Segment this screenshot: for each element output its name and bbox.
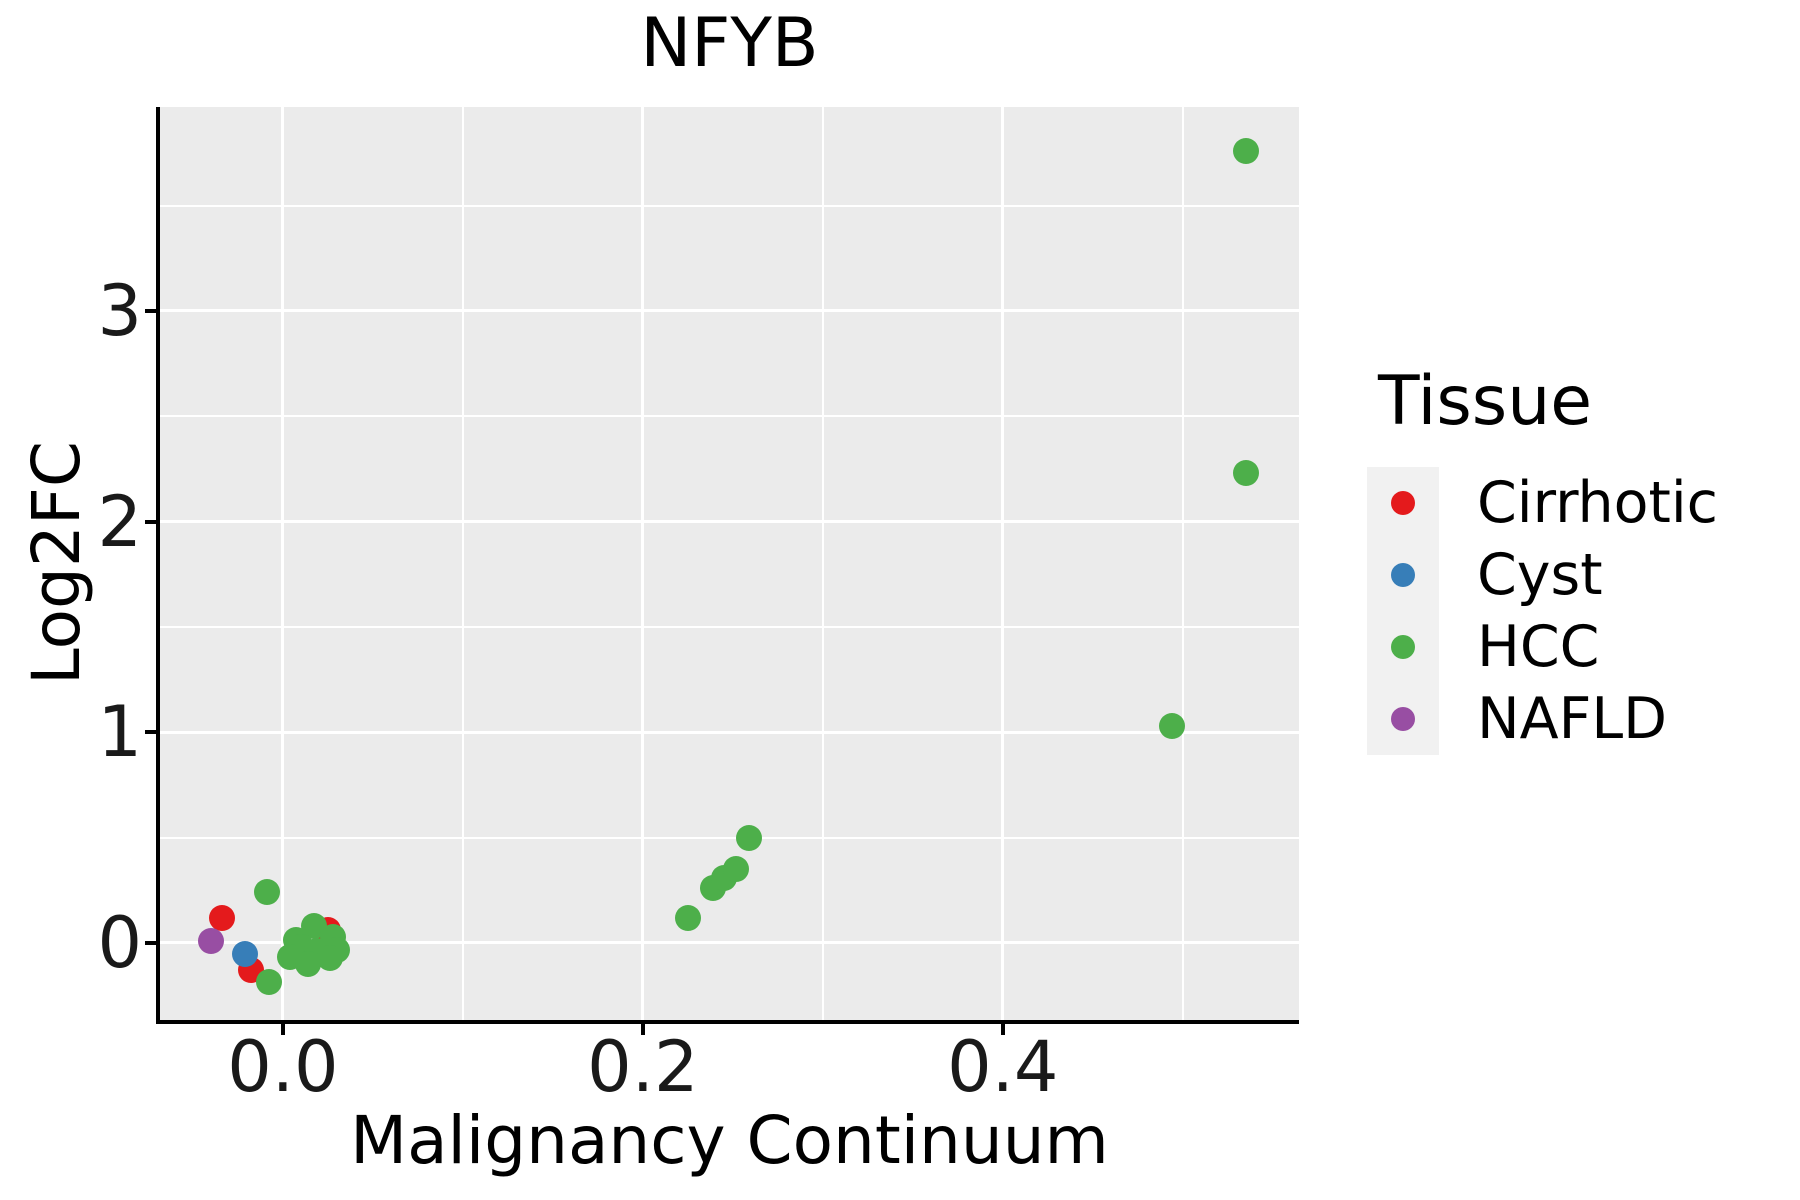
data-point-hcc (316, 944, 343, 971)
gridline-x-major (641, 107, 645, 1020)
y-axis-title: Log2FC (18, 441, 95, 685)
data-point-nafld (197, 927, 224, 954)
x-axis-title: Malignancy Continuum (350, 1102, 1109, 1179)
data-point-hcc (1232, 460, 1259, 487)
gridline-x-major (281, 107, 285, 1020)
y-axis-spine (156, 107, 160, 1024)
y-tick-label: 1 (97, 691, 142, 774)
data-point-hcc (255, 968, 282, 995)
data-point-hcc (723, 856, 750, 883)
x-tick (1000, 1024, 1005, 1035)
legend-row-hcc: HCC (1367, 611, 1797, 683)
gridline-y-major (160, 520, 1299, 524)
legend-dot-nafld (1391, 707, 1415, 731)
legend-label: Cyst (1477, 542, 1603, 608)
gridline-y-major (160, 730, 1299, 734)
data-point-hcc (1232, 137, 1259, 164)
legend-label: NAFLD (1477, 686, 1668, 752)
chart-title: NFYB (640, 4, 819, 83)
y-tick (145, 940, 156, 945)
x-tick-label: 0.0 (227, 1026, 339, 1108)
gridline-x-minor (461, 107, 464, 1020)
gridline-x-major (1001, 107, 1005, 1020)
y-tick-label: 3 (97, 269, 142, 352)
gridline-x-minor (1181, 107, 1184, 1020)
data-point-cyst (232, 941, 259, 968)
gridline-x-minor (821, 107, 824, 1020)
gridline-y-major (160, 941, 1299, 945)
legend-title: Tissue (1378, 362, 1593, 441)
data-point-hcc (736, 824, 763, 851)
y-tick (145, 730, 156, 735)
legend-label: Cirrhotic (1477, 470, 1719, 536)
legend-label: HCC (1477, 614, 1600, 680)
gridline-y-major (160, 309, 1299, 313)
data-point-cirrhotic (208, 904, 235, 931)
y-tick-label: 0 (97, 901, 142, 984)
gridline-y-minor (160, 836, 1299, 839)
y-tick (145, 308, 156, 313)
x-tick (640, 1024, 645, 1035)
legend-dot-cirrhotic (1391, 491, 1415, 515)
x-tick-label: 0.4 (947, 1026, 1059, 1108)
legend-row-cyst: Cyst (1367, 539, 1797, 611)
data-point-hcc (1158, 712, 1185, 739)
x-axis-spine (156, 1020, 1299, 1024)
legend-row-nafld: NAFLD (1367, 683, 1797, 755)
x-tick-label: 0.2 (587, 1026, 699, 1108)
data-point-hcc (253, 879, 280, 906)
y-tick-label: 2 (97, 480, 142, 563)
gridline-y-minor (160, 204, 1299, 207)
gridline-y-minor (160, 625, 1299, 628)
legend-dot-cyst (1391, 563, 1415, 587)
gridline-y-minor (160, 415, 1299, 418)
legend-dot-hcc (1391, 635, 1415, 659)
legend-row-cirrhotic: Cirrhotic (1367, 467, 1797, 539)
data-point-hcc (295, 950, 322, 977)
data-point-hcc (674, 904, 701, 931)
y-tick (145, 519, 156, 524)
plot-panel (160, 107, 1299, 1020)
x-tick (280, 1024, 285, 1035)
